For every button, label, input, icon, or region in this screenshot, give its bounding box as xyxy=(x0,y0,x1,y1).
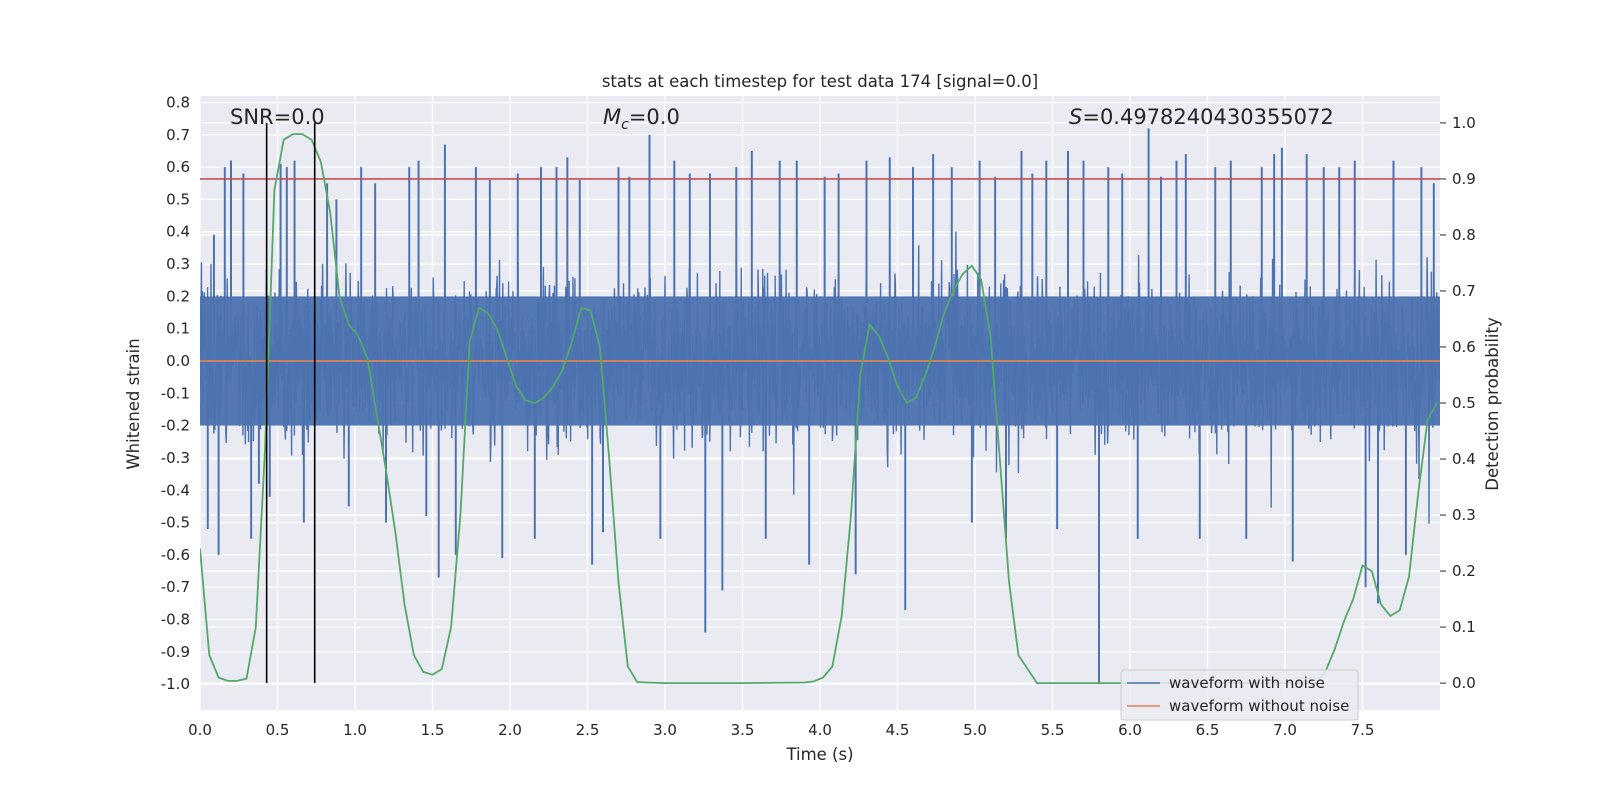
y-axis-label: Whitened strain xyxy=(124,338,143,469)
y2-axis-ticks: 1.0 0.9 0.8 0.7 0.6 0.5 0.4 0.3 0.2 0.1 0.0 xyxy=(1440,114,1476,692)
legend-label-noise: waveform with noise xyxy=(1169,674,1325,692)
y-tick-label: 0.0 xyxy=(166,352,190,370)
y-tick-label: 0.8 xyxy=(166,93,190,111)
chirp-mass-symbol: M xyxy=(603,105,621,129)
x-tick-label: 6.0 xyxy=(1118,721,1142,739)
score-symbol: S xyxy=(1069,105,1082,129)
y2-tick-label: 0.0 xyxy=(1452,674,1476,692)
score-value: =0.4978240430355072 xyxy=(1082,105,1333,129)
y-tick-label: -0.2 xyxy=(161,417,190,435)
y-tick-label: 0.5 xyxy=(166,190,190,208)
x-tick-label: 5.5 xyxy=(1041,721,1065,739)
y2-axis-label: Detection probability xyxy=(1483,317,1502,491)
y2-tick-label: 0.1 xyxy=(1452,618,1476,636)
x-tick-label: 0.5 xyxy=(266,721,290,739)
y-tick-label: -0.1 xyxy=(161,384,190,402)
y-tick-label: -0.8 xyxy=(161,611,190,629)
y-axis-ticks: 0.8 0.7 0.6 0.5 0.4 0.3 0.2 0.1 0.0 -0.1 -0.2 -0.3 -… xyxy=(161,93,190,693)
y-tick-label: -0.9 xyxy=(161,643,190,661)
y-tick-label: -0.7 xyxy=(161,578,190,596)
y-tick-label: 0.1 xyxy=(166,320,190,338)
chirp-mass-subscript: c xyxy=(621,117,629,133)
x-tick-label: 1.5 xyxy=(421,721,445,739)
y-tick-label: -1.0 xyxy=(161,675,190,693)
x-tick-label: 2.5 xyxy=(576,721,600,739)
y2-tick-label: 0.2 xyxy=(1452,562,1476,580)
y-tick-label: -0.5 xyxy=(161,514,190,532)
snr-annotation: SNR=0.0 xyxy=(230,105,325,129)
legend-label-clean: waveform without noise xyxy=(1169,697,1349,715)
y-tick-label: 0.3 xyxy=(166,255,190,273)
y2-tick-label: 0.8 xyxy=(1452,226,1476,244)
y2-tick-label: 0.9 xyxy=(1452,170,1476,188)
x-tick-label: 6.5 xyxy=(1196,721,1220,739)
y2-tick-label: 0.4 xyxy=(1452,450,1476,468)
x-axis-label: Time (s) xyxy=(785,745,853,764)
chart-title: stats at each timestep for test data 174… xyxy=(602,72,1038,91)
y-tick-label: 0.7 xyxy=(166,126,190,144)
y-tick-label: 0.6 xyxy=(166,158,190,176)
chirp-mass-value: =0.0 xyxy=(629,105,680,129)
y2-tick-label: 0.6 xyxy=(1452,338,1476,356)
score-annotation: S=0.4978240430355072 xyxy=(1069,105,1334,129)
y2-tick-label: 0.7 xyxy=(1452,282,1476,300)
y2-tick-label: 0.3 xyxy=(1452,506,1476,524)
x-tick-label: 5.0 xyxy=(963,721,987,739)
y2-tick-label: 1.0 xyxy=(1452,114,1476,132)
x-tick-label: 2.0 xyxy=(498,721,522,739)
x-tick-label: 3.5 xyxy=(731,721,755,739)
x-axis-ticks: 0.0 0.5 1.0 1.5 2.0 2.5 3.0 3.5 4.0 4.5 5.0 5.5 6.0 6… xyxy=(188,721,1374,739)
y-tick-label: 0.2 xyxy=(166,287,190,305)
x-tick-label: 7.5 xyxy=(1351,721,1375,739)
chirp-mass-annotation: Mc=0.0 xyxy=(603,105,680,133)
y-tick-label: -0.3 xyxy=(161,449,190,467)
y-tick-label: -0.6 xyxy=(161,546,190,564)
x-tick-label: 0.0 xyxy=(188,721,212,739)
x-tick-label: 7.0 xyxy=(1273,721,1297,739)
x-tick-label: 4.5 xyxy=(886,721,910,739)
legend-box xyxy=(1120,669,1359,721)
y2-tick-label: 0.5 xyxy=(1452,394,1476,412)
detection-probability-line xyxy=(200,133,1438,684)
y-tick-label: -0.4 xyxy=(161,481,190,499)
x-tick-label: 1.0 xyxy=(343,721,367,739)
x-tick-label: 4.0 xyxy=(808,721,832,739)
y-tick-label: 0.4 xyxy=(166,223,190,241)
legend: waveform with noise waveform without noi… xyxy=(1120,669,1359,721)
x-tick-label: 3.0 xyxy=(653,721,677,739)
